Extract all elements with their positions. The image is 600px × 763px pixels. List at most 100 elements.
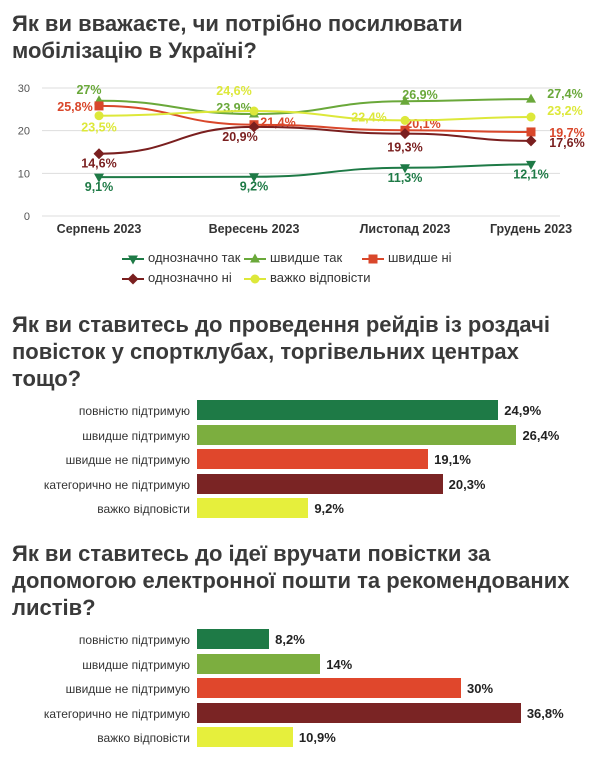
data-label: 26,9%: [402, 88, 437, 102]
data-point: [93, 148, 105, 160]
data-point: [526, 112, 536, 122]
data-point: [525, 135, 537, 147]
bar: [197, 678, 461, 698]
legend-item: однозначно ні: [122, 270, 232, 285]
legend-marker-shape: [250, 274, 260, 284]
bar: [197, 702, 521, 723]
legend-label: швидше так: [270, 250, 343, 265]
bar-category-label: швидше підтримую: [82, 428, 190, 443]
data-point: [400, 95, 410, 105]
data-label: 27%: [76, 83, 101, 97]
chart-title-email-summons: Як ви ставитесь до ідеї вручати повістки…: [12, 541, 570, 620]
bar: [197, 449, 429, 469]
bar-category-label: важко відповісти: [97, 731, 190, 745]
series-line: [98, 125, 532, 155]
data-label: 23,5%: [81, 121, 116, 135]
legend-marker: [122, 255, 144, 265]
y-tick-label: 0: [24, 211, 30, 223]
data-point: [399, 128, 411, 140]
data-point: [249, 106, 259, 116]
bar-value-label: 30%: [467, 681, 494, 696]
bar-row: повністю підтримую 24,9%: [0, 400, 600, 422]
x-tick-label: Грудень 2023: [490, 222, 572, 236]
bar-value-label: 36,8%: [526, 705, 564, 721]
bar-row: важко відповісти 9,2%: [0, 498, 600, 520]
legend-item: важко відповісти: [244, 270, 371, 285]
legend-marker-shape: [368, 254, 378, 264]
series-line: [98, 98, 532, 116]
data-point: [94, 173, 104, 183]
bar-category-label: важко відповісти: [97, 502, 190, 516]
bar-category-label: повністю підтримую: [78, 633, 190, 647]
chart-title-mobilization: Як ви вважаєте, чи потрібно посилювати м…: [12, 11, 463, 63]
bar-category-label: швидше підтримую: [82, 657, 190, 672]
y-tick-label: 20: [18, 126, 30, 138]
data-label: 19,3%: [387, 141, 422, 155]
bar: [197, 498, 309, 518]
series-line: [98, 163, 532, 179]
bar-value-label: 19,1%: [434, 452, 471, 467]
legend-marker-shape: [250, 253, 260, 263]
legend-label: швидше ні: [388, 250, 452, 265]
chart-title-raids: Як ви ставитесь до проведення рейдів із …: [12, 312, 550, 391]
data-label: 20,9%: [222, 130, 257, 144]
bar-category-label: категорично не підтримую: [43, 477, 190, 492]
data-point: [526, 127, 536, 137]
data-label: 22,4%: [351, 110, 386, 124]
legend-item: однозначно так: [122, 250, 240, 265]
legend-marker: [362, 254, 384, 264]
bar: [197, 424, 517, 445]
bar-chart-raids: повністю підтримую 24,9% швидше підтримую 2…: [0, 400, 600, 520]
data-point: [94, 101, 104, 111]
bar: [197, 629, 270, 649]
legend-item: швидше так: [244, 250, 342, 265]
data-label: 23,2%: [547, 104, 582, 118]
data-label: 14,6%: [81, 157, 116, 171]
bar-value-label: 9,2%: [314, 501, 344, 516]
legend-marker-shape: [128, 255, 138, 265]
data-label: 12,1%: [513, 167, 548, 181]
bar-category-label: категорично не підтримую: [43, 706, 190, 721]
bar-row: швидше підтримую 26,4%: [0, 424, 600, 447]
bar-category-label: швидше не підтримую: [65, 453, 190, 467]
legend-marker: [244, 253, 266, 263]
data-label: 23,9%: [216, 101, 251, 115]
y-tick-label: 10: [18, 168, 30, 180]
legend-marker: [122, 273, 144, 285]
data-point: [94, 111, 104, 121]
bar-chart-email-summons: повністю підтримую 8,2% швидше підтримую 14…: [0, 629, 600, 749]
bar: [197, 473, 443, 494]
bar-value-label: 10,9%: [298, 730, 336, 745]
bar: [197, 727, 293, 747]
bar: [197, 400, 499, 420]
legend-label: важко відповісти: [270, 270, 371, 285]
legend-item: швидше ні: [362, 250, 452, 265]
legend-marker-shape: [127, 273, 139, 285]
data-point: [526, 160, 536, 170]
data-label: 27,4%: [547, 87, 582, 101]
legend-label: однозначно так: [148, 250, 241, 265]
x-tick-label: Листопад 2023: [360, 222, 451, 236]
data-point: [526, 93, 536, 103]
legend-label: однозначно ні: [148, 270, 232, 285]
data-point: [400, 115, 410, 125]
x-tick-label: Серпень 2023: [57, 222, 142, 236]
bar-value-label: 20,3%: [448, 476, 486, 492]
data-label: 17,6%: [549, 136, 584, 150]
data-label: 24,6%: [216, 84, 251, 98]
bar: [197, 653, 321, 674]
data-label: 9,1%: [85, 180, 114, 194]
bar-row: категорично не підтримую 36,8%: [0, 702, 600, 725]
data-label: 19,7%: [549, 126, 584, 140]
bar-row: повністю підтримую 8,2%: [0, 629, 600, 651]
data-point: [248, 121, 260, 133]
data-point: [249, 173, 259, 183]
bar-value-label: 14%: [326, 656, 353, 672]
bar-row: категорично не підтримую 20,3%: [0, 473, 600, 496]
series-line: [98, 110, 532, 122]
bar-category-label: швидше не підтримую: [65, 682, 190, 696]
data-label: 9,2%: [240, 180, 269, 194]
y-tick-label: 30: [18, 83, 30, 95]
x-tick-label: Вересень 2023: [209, 222, 300, 236]
bar-row: швидше не підтримую 19,1%: [0, 449, 600, 471]
